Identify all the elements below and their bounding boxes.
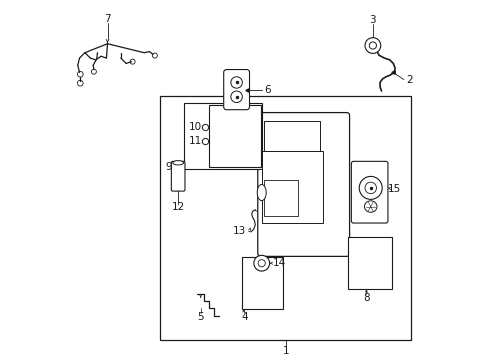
Circle shape	[364, 38, 380, 53]
Text: 10: 10	[188, 122, 202, 132]
Text: 3: 3	[369, 15, 375, 26]
FancyBboxPatch shape	[257, 113, 349, 256]
Text: 15: 15	[387, 184, 400, 194]
Text: 11: 11	[188, 136, 202, 146]
Bar	[241, 257, 282, 309]
Text: 4: 4	[241, 312, 248, 322]
Ellipse shape	[172, 161, 183, 165]
Circle shape	[253, 255, 269, 271]
Bar	[208, 105, 260, 167]
Text: 8: 8	[363, 293, 369, 303]
Text: 12: 12	[171, 202, 184, 212]
Bar	[261, 151, 322, 223]
Text: 6: 6	[264, 85, 270, 95]
Text: 9: 9	[165, 162, 172, 172]
FancyBboxPatch shape	[171, 161, 184, 191]
Bar	[348, 237, 391, 289]
FancyBboxPatch shape	[351, 161, 387, 223]
Bar	[183, 103, 262, 169]
Bar	[264, 121, 319, 151]
Text: 13: 13	[233, 226, 246, 236]
FancyBboxPatch shape	[223, 69, 249, 110]
Text: 1: 1	[282, 346, 288, 356]
Ellipse shape	[257, 184, 265, 201]
Text: 5: 5	[197, 312, 203, 322]
Text: 7: 7	[104, 14, 111, 24]
Text: 2: 2	[406, 75, 412, 85]
Ellipse shape	[364, 201, 376, 212]
Circle shape	[359, 176, 382, 199]
Bar	[264, 180, 298, 216]
Text: 14: 14	[272, 258, 285, 268]
Bar	[160, 96, 410, 339]
